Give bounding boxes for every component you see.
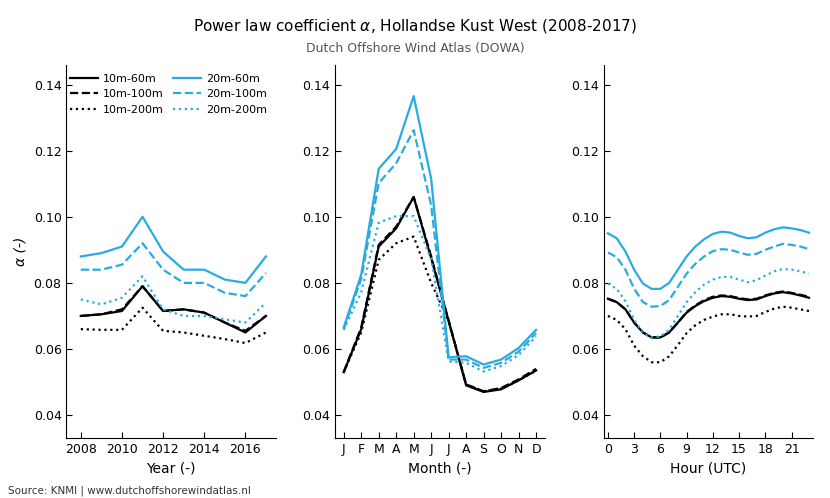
- X-axis label: Hour (UTC): Hour (UTC): [671, 462, 747, 476]
- X-axis label: Year (-): Year (-): [147, 462, 196, 476]
- Text: Source: KNMI | www.dutchoffshorewindatlas.nl: Source: KNMI | www.dutchoffshorewindatla…: [8, 485, 251, 496]
- Y-axis label: α (-): α (-): [14, 237, 28, 266]
- Text: Power law coefficient $\alpha$, Hollandse Kust West (2008-2017): Power law coefficient $\alpha$, Hollands…: [193, 17, 637, 35]
- Text: Dutch Offshore Wind Atlas (DOWA): Dutch Offshore Wind Atlas (DOWA): [305, 42, 525, 55]
- X-axis label: Month (-): Month (-): [408, 462, 471, 476]
- Legend: 10m-60m, 10m-100m, 10m-200m, 20m-60m, 20m-100m, 20m-200m: 10m-60m, 10m-100m, 10m-200m, 20m-60m, 20…: [66, 70, 271, 118]
